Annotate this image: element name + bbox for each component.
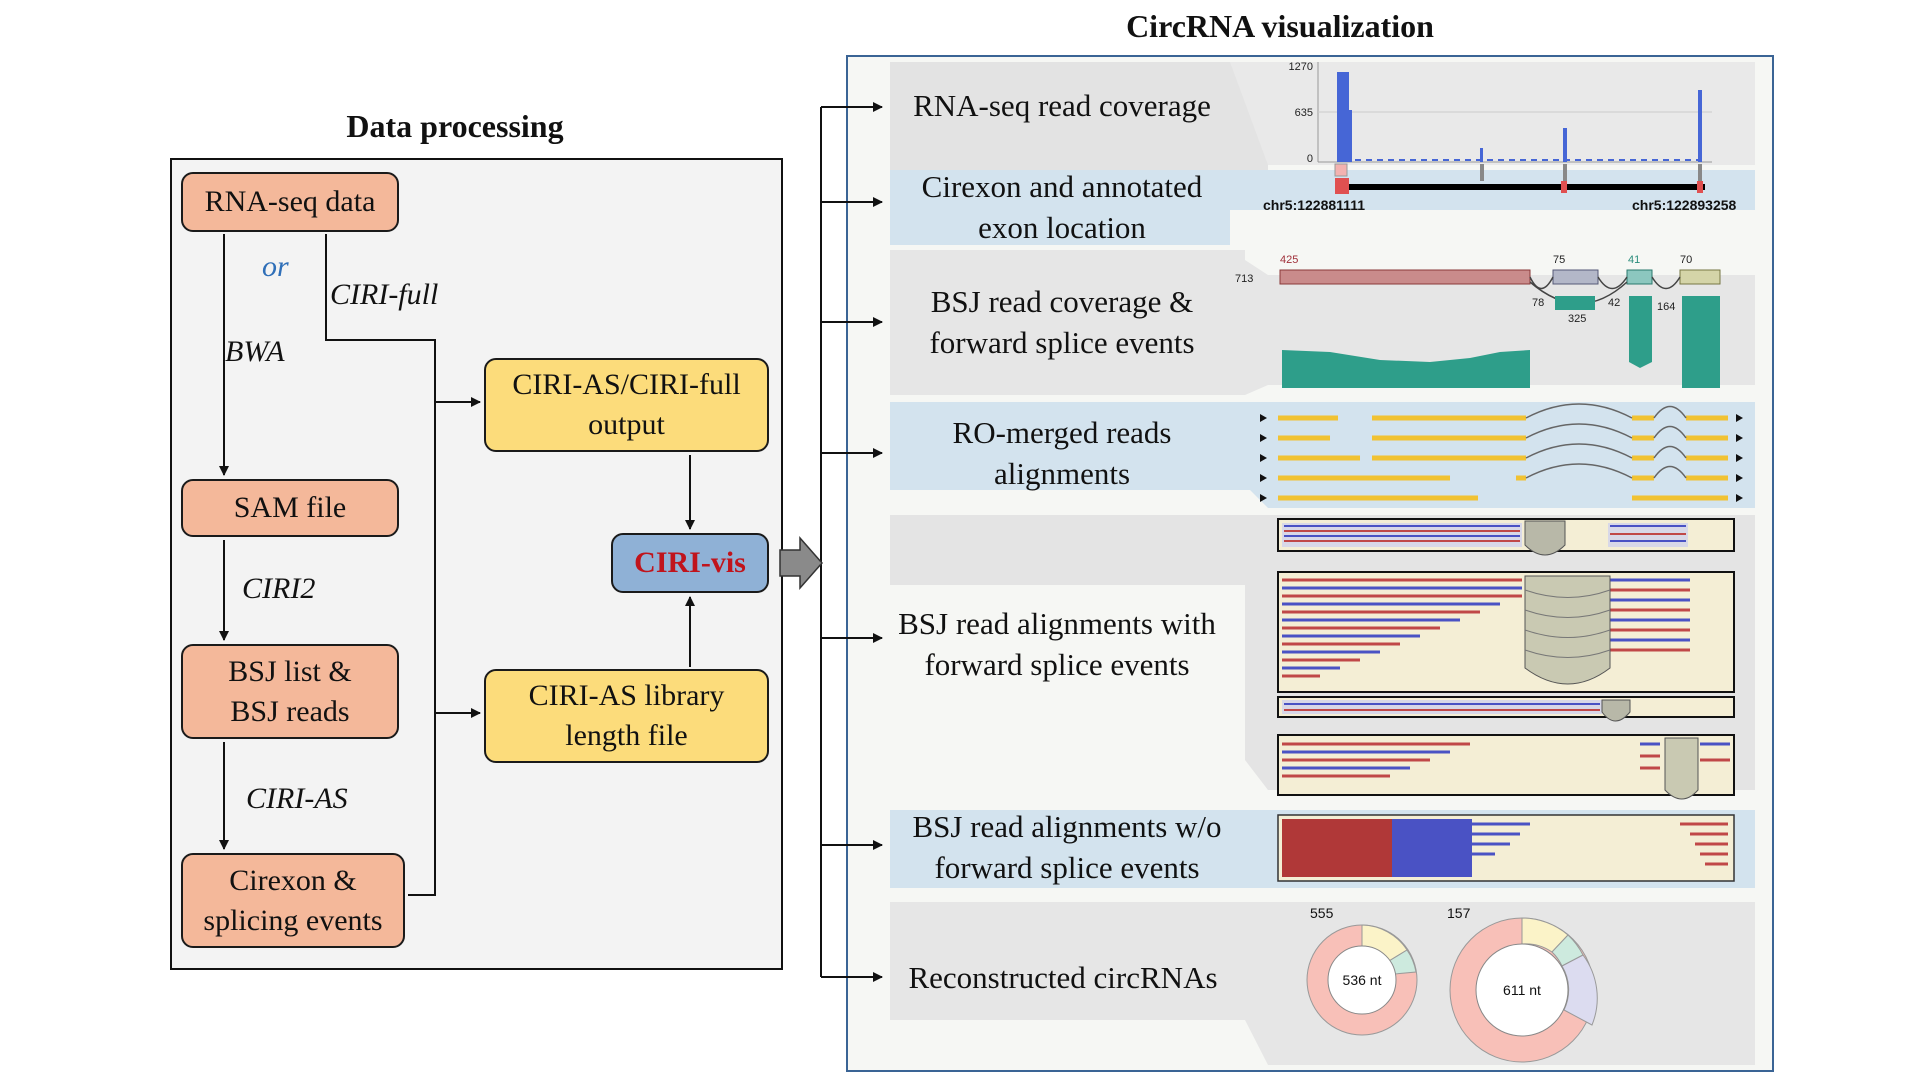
exon2-count: 75: [1553, 254, 1565, 266]
bsj-wo-label-2: forward splice events: [934, 850, 1200, 885]
reconstructed-label: Reconstructed circRNAs: [908, 959, 1218, 995]
cirexon-label-2: splicing events: [203, 903, 383, 937]
exon3-count: 41: [1628, 254, 1640, 266]
circrna-1: 536 nt 555: [1306, 905, 1418, 1036]
circ1-count: 555: [1310, 905, 1334, 921]
library-length-node: CIRI-AS library length file: [484, 669, 769, 763]
bsj-list-node: BSJ list & BSJ reads: [181, 644, 399, 739]
bsj-alignments-label-1: BSJ read alignments with: [898, 606, 1216, 642]
bsj-alignments-panel-label: BSJ read alignments with forward splice …: [872, 605, 1242, 685]
visualization-title: CircRNA visualization: [1126, 8, 1434, 44]
ciri-vis-label: CIRI-vis: [634, 546, 746, 580]
ro-merged-label-1: RO-merged reads: [952, 415, 1172, 451]
bsj-wo-block: [1277, 814, 1735, 882]
junction3-count: 164: [1657, 301, 1675, 313]
ciri-vis-node: CIRI-vis: [611, 533, 769, 593]
bsj-list-label-2: BSJ reads: [230, 694, 350, 728]
library-length-label-1: CIRI-AS library: [528, 679, 725, 713]
circrna-2: 611 nt 157: [1447, 905, 1598, 1063]
rnaseq-data-node: RNA-seq data: [181, 172, 399, 232]
bsj-coverage: 713 425 75 41 70 78 42 164 325: [1235, 254, 1721, 388]
bsj-wo-panel-label: BSJ read alignments w/o forward splice e…: [882, 808, 1252, 888]
cirexon-panel-label: Cirexon and annotated exon location: [882, 168, 1242, 248]
junction2-count: 42: [1608, 297, 1620, 309]
coverage-plot: 1270 635 0: [1289, 61, 1712, 165]
bsj-list-label-1: BSJ list &: [228, 654, 352, 688]
coverage-axis-zero: 0: [1307, 153, 1313, 165]
ro-merged-panel-label: RO-merged reads alignments: [882, 414, 1242, 494]
bwa-label: BWA: [225, 335, 285, 368]
ciri2-label: CIRI2: [242, 572, 316, 605]
cirexon-panel-label-1: Cirexon and annotated: [921, 169, 1203, 205]
cirexon-splicing-node: Cirexon & splicing events: [181, 853, 405, 948]
ciri-output-node: CIRI-AS/CIRI-full output: [484, 358, 769, 452]
sam-file-node: SAM file: [181, 479, 399, 537]
circ2-length: 611 nt: [1503, 982, 1541, 998]
bsj-wo-label-1: BSJ read alignments w/o: [912, 809, 1222, 845]
bsj-coverage-panel-label: BSJ read coverage & forward splice event…: [882, 283, 1242, 363]
exon4-count: 70: [1680, 254, 1692, 266]
ciri-output-label-2: output: [588, 408, 665, 441]
bsj-coverage-label-1: BSJ read coverage &: [930, 284, 1194, 320]
locus-start: chr5:122881111: [1263, 197, 1365, 213]
or-label: or: [262, 250, 289, 283]
junction1-count: 78: [1532, 297, 1544, 309]
ro-merged-reads: [1260, 403, 1743, 502]
library-length-label-2: length file: [565, 719, 688, 752]
cirexon-label-1: Cirexon &: [229, 863, 357, 897]
locus-end: chr5:122893258: [1632, 197, 1737, 213]
coverage-axis-top: 1270: [1289, 61, 1313, 73]
cirexon-panel-label-2: exon location: [978, 210, 1146, 245]
backsplice-count: 325: [1568, 313, 1586, 325]
exon1-count: 425: [1280, 254, 1298, 266]
coverage-axis-mid: 635: [1295, 107, 1313, 119]
rnaseq-data-label: RNA-seq data: [204, 185, 376, 219]
bsj-alignments-label-2: forward splice events: [924, 647, 1190, 682]
sam-file-label: SAM file: [233, 491, 347, 525]
connector-arrow: [779, 536, 823, 590]
reconstructed-panel-label: Reconstructed circRNAs: [882, 944, 1244, 1012]
bsj-coverage-label-2: forward splice events: [929, 325, 1195, 360]
ciri-output-label-1: CIRI-AS/CIRI-full: [512, 368, 741, 402]
ciri-as-label: CIRI-AS: [246, 782, 348, 815]
coverage-label: RNA-seq read coverage: [913, 87, 1211, 123]
coverage-panel-label: RNA-seq read coverage: [882, 72, 1242, 140]
circ2-count: 157: [1447, 905, 1471, 921]
ro-merged-label-2: alignments: [993, 456, 1131, 491]
cirexon-track: chr5:122881111 chr5:122893258: [1263, 163, 1737, 213]
bsj-left-count: 713: [1235, 273, 1253, 285]
circ1-length: 536 nt: [1343, 972, 1382, 988]
bsj-alignment-blocks: [1277, 518, 1735, 800]
ciri-full-label: CIRI-full: [330, 278, 439, 311]
data-processing-title: Data processing: [346, 108, 564, 144]
